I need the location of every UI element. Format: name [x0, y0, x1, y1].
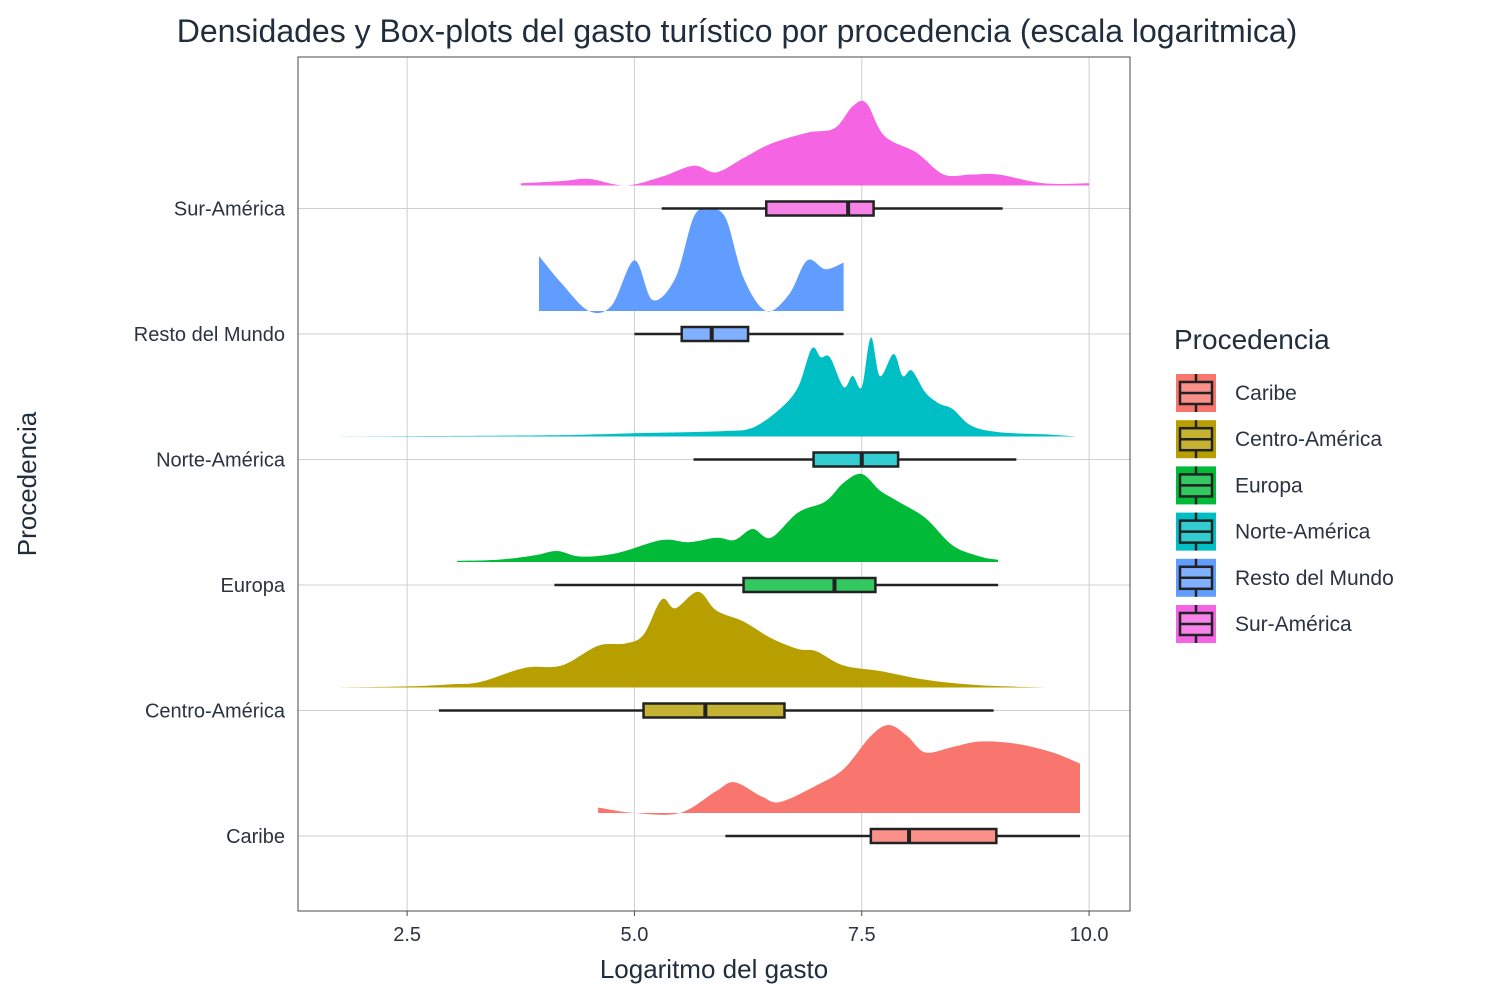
box-sur-am-rica	[765, 200, 875, 217]
legend-label-caribe: Caribe	[1235, 382, 1297, 405]
chart-title: Densidades y Box-plots del gasto turísti…	[177, 13, 1298, 49]
y-tick-label-norte-am-rica: Norte-América	[156, 450, 286, 472]
box-caribe	[869, 827, 998, 845]
box-europa	[742, 576, 877, 594]
x-tick-label-1: 5.0	[621, 924, 649, 946]
y-tick-label-centro-am-rica: Centro-América	[145, 701, 286, 723]
density-europa	[457, 473, 999, 562]
y-tick-label-europa: Europa	[221, 575, 286, 597]
x-axis-title: Logaritmo del gasto	[600, 954, 828, 984]
x-tick-label-3: 10.0	[1070, 924, 1109, 946]
legend-item-sur-am-rica: Sur-América	[1176, 605, 1352, 643]
legend-item-resto-del-mundo: Resto del Mundo	[1176, 558, 1394, 597]
box-centro-am-rica	[642, 702, 786, 719]
x-tick-label-2: 7.5	[848, 924, 876, 946]
density-sur-am-rica	[520, 100, 1090, 186]
legend-label-norte-am-rica: Norte-América	[1235, 521, 1371, 544]
legend-item-europa: Europa	[1176, 466, 1303, 505]
y-tick-label-caribe: Caribe	[226, 826, 285, 848]
legend-label-resto-del-mundo: Resto del Mundo	[1235, 567, 1394, 590]
legend-item-norte-am-rica: Norte-América	[1176, 512, 1371, 551]
y-tick-label-resto-del-mundo: Resto del Mundo	[134, 324, 285, 346]
density-caribe	[598, 725, 1080, 815]
density-norte-am-rica	[325, 337, 1076, 437]
legend-item-centro-am-rica: Centro-América	[1176, 420, 1382, 459]
density-centro-am-rica	[338, 591, 1049, 688]
legend: Procedencia Caribe Centro-América Europa No…	[1174, 324, 1394, 643]
box-norte-am-rica	[812, 451, 900, 468]
panel-border	[297, 56, 1131, 912]
legend-item-caribe: Caribe	[1176, 374, 1297, 412]
legend-label-centro-am-rica: Centro-América	[1235, 428, 1382, 451]
axes: Caribe Centro-América Europa Norte-América R…	[134, 56, 1131, 946]
plot-area	[298, 57, 1130, 911]
legend-label-europa: Europa	[1235, 474, 1303, 497]
legend-title: Procedencia	[1174, 324, 1330, 355]
box-resto-del-mundo	[680, 325, 750, 343]
legend-label-sur-am-rica: Sur-América	[1235, 613, 1352, 636]
y-tick-label-sur-am-rica: Sur-América	[174, 199, 286, 221]
density-resto-del-mundo	[539, 209, 844, 314]
x-tick-label-0: 2.5	[393, 924, 421, 946]
y-axis-title: Procedencia	[12, 411, 42, 556]
